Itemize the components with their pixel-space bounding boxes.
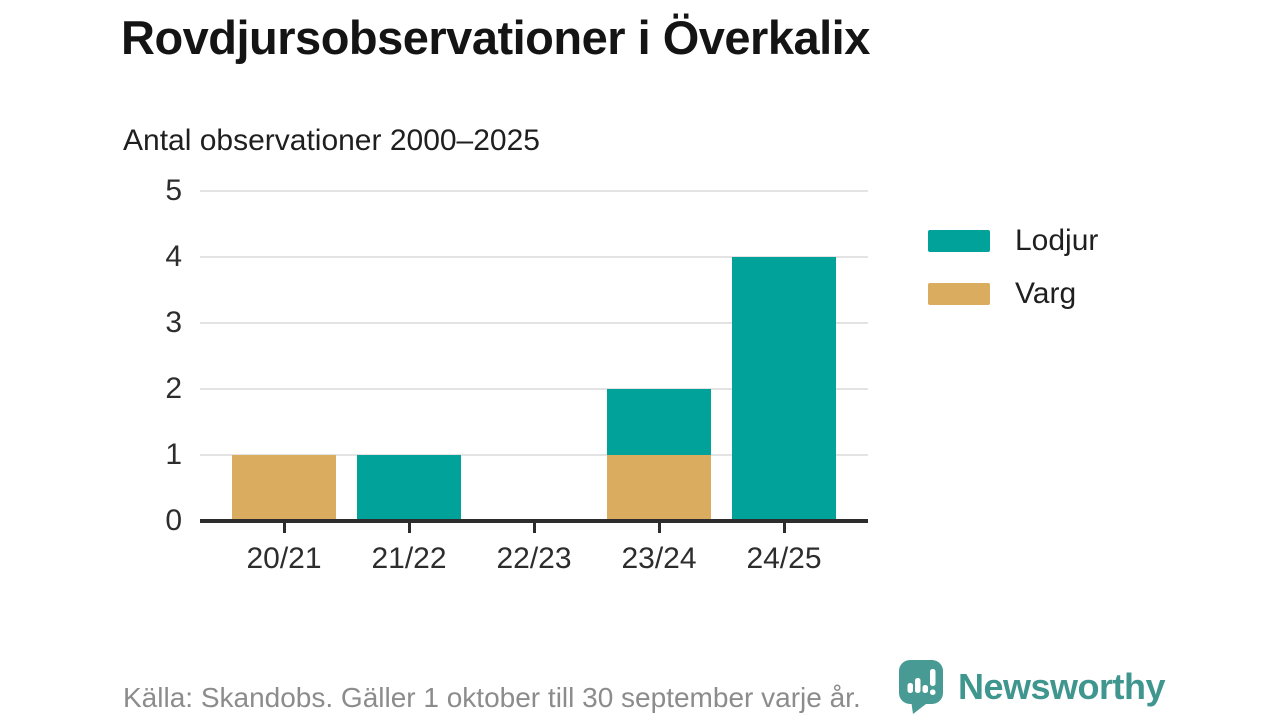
x-axis-label: 24/25 [746,542,822,575]
bar-lodjur-24-25 [732,257,836,521]
y-axis-label: 4 [165,240,182,273]
legend-label: Varg [1015,277,1077,310]
x-axis-label: 23/24 [621,542,697,575]
gridline [200,190,868,192]
x-axis-label: 21/22 [371,542,447,575]
x-axis-tick [782,523,786,533]
gridline [200,454,868,456]
x-axis-tick [532,523,536,533]
gridline [200,256,868,258]
legend-swatch [928,283,990,305]
x-axis-label: 20/21 [246,542,322,575]
y-axis-label: 1 [165,438,182,471]
y-axis-label: 0 [165,504,182,537]
bar-lodjur-23-24 [607,389,711,455]
x-axis-tick [282,523,286,533]
gridline [200,322,868,324]
newsworthy-logo-icon [899,660,943,714]
x-axis-line [200,519,868,523]
legend-swatch [928,230,990,252]
legend-item-varg: Varg [928,279,1098,309]
y-axis-label: 3 [165,306,182,339]
bar-chart: 0 1 2 3 4 5 20/21 21/22 22/23 23/24 24/25 [120,174,900,598]
gridline [200,388,868,390]
newsworthy-logo: Newsworthy [897,659,1166,715]
chart-subtitle: Antal observationer 2000–2025 [123,124,540,157]
legend-label: Lodjur [1015,224,1099,257]
source-note: Källa: Skandobs. Gäller 1 oktober till 3… [123,682,861,713]
x-axis-tick [657,523,661,533]
chart-legend: Lodjur Varg [928,226,1098,309]
bar-lodjur-21-22 [357,455,461,521]
x-axis-tick [407,523,411,533]
x-axis-label: 22/23 [496,542,572,575]
page-title: Rovdjursobservationer i Överkalix [121,11,870,64]
legend-item-lodjur: Lodjur [928,226,1098,256]
y-axis-label: 5 [165,174,182,207]
newsworthy-logo-text: Newsworthy [958,666,1166,707]
y-axis-label: 2 [165,372,182,405]
bar-varg-23-24 [607,455,711,521]
bar-varg-20-21 [232,455,336,521]
